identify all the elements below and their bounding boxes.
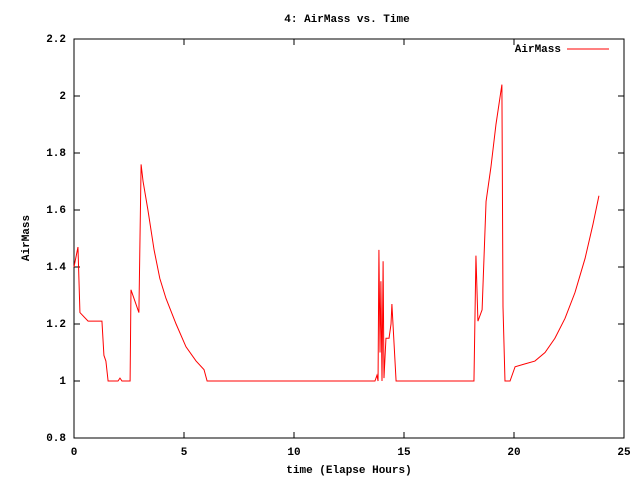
y-tick-label: 2 [59, 91, 66, 103]
y-tick-label: 0.8 [46, 433, 66, 445]
legend-label: AirMass [515, 44, 561, 56]
y-tick-label: 1.8 [46, 148, 66, 160]
series-line [73, 84, 600, 382]
x-tick-label: 5 [181, 447, 188, 459]
chart-title: 4: AirMass vs. Time [284, 14, 410, 26]
y-tick-label: 2.2 [46, 34, 66, 46]
x-tick-label: 10 [287, 447, 300, 459]
x-axis-label: time (Elapse Hours) [286, 465, 411, 477]
y-tick-label: 1 [59, 376, 66, 388]
x-tick-label: 0 [71, 447, 78, 459]
x-tick-label: 20 [507, 447, 520, 459]
x-tick-label: 25 [617, 447, 631, 459]
y-tick-label: 1.4 [46, 262, 66, 274]
x-tick-label: 15 [397, 447, 411, 459]
y-tick-label: 1.6 [46, 205, 66, 217]
y-axis-label: AirMass [21, 215, 33, 261]
y-tick-label: 1.2 [46, 319, 66, 331]
plot-border [73, 38, 625, 439]
